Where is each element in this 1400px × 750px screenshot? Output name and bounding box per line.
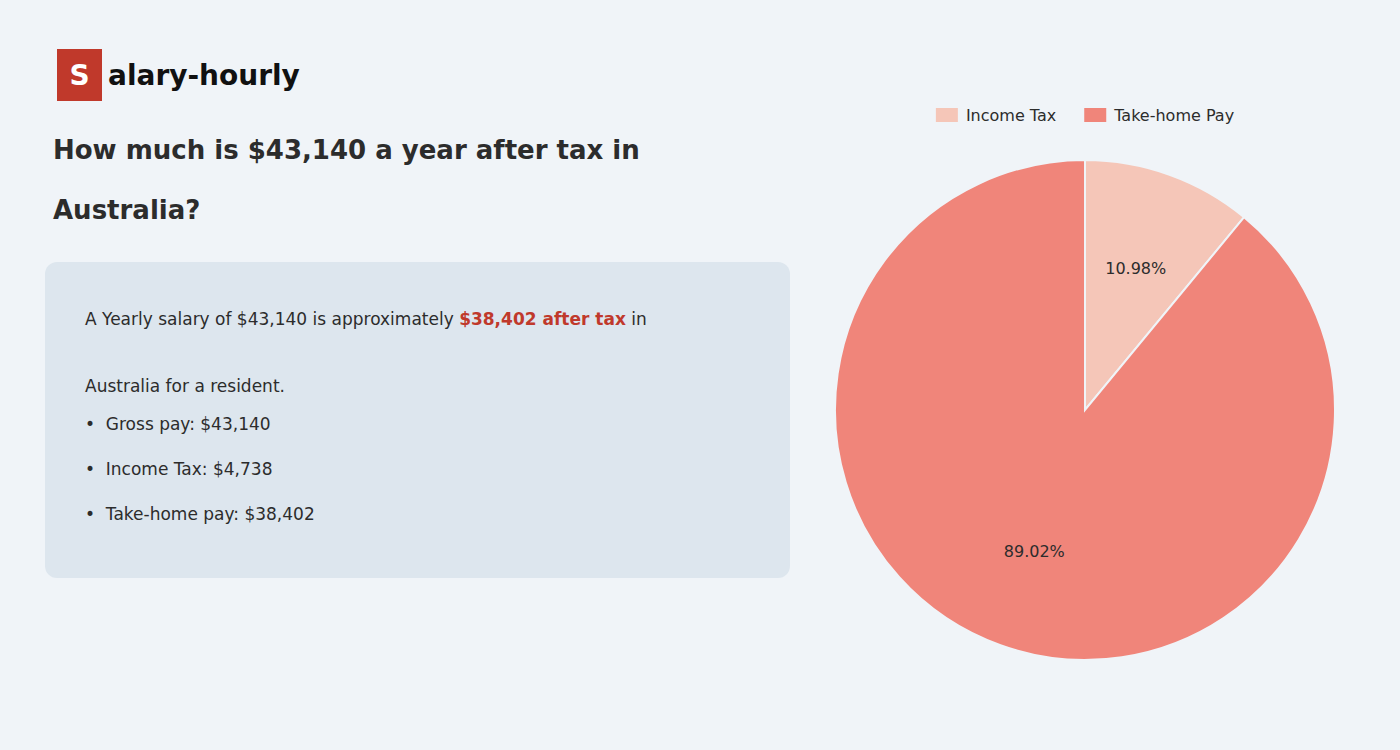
bullet-item: • Take-home pay: $38,402 bbox=[85, 504, 315, 524]
title: Australia? bbox=[53, 195, 200, 225]
legend-label: Take-home Pay bbox=[1113, 106, 1234, 125]
info-highlight: $38,402 after tax bbox=[459, 309, 626, 329]
logo-letter: S bbox=[69, 59, 89, 92]
legend-swatch bbox=[1084, 108, 1106, 122]
canvas: Salary-hourly How much is $43,140 a year … bbox=[0, 0, 1400, 750]
logo-box bbox=[57, 49, 102, 101]
legend-item: Take-home Pay bbox=[1084, 106, 1234, 125]
legend: Income Tax Take-home Pay bbox=[936, 106, 1234, 125]
data-labels: 10.98% 89.02% bbox=[1004, 259, 1166, 560]
info-box bbox=[45, 262, 790, 578]
info-text: Australia for a resident. bbox=[85, 376, 285, 396]
legend-swatch bbox=[936, 108, 958, 122]
pie-slice bbox=[835, 160, 1335, 660]
bullet-item: • Gross pay: $43,140 bbox=[85, 414, 271, 434]
legend-label: Income Tax bbox=[966, 106, 1056, 125]
background bbox=[0, 0, 1400, 750]
info-text: A Yearly salary of $43,140 is approximat… bbox=[85, 309, 459, 329]
pie bbox=[835, 160, 1335, 660]
bullet-item: • Income Tax: $4,738 bbox=[85, 459, 272, 479]
data-label: 10.98% bbox=[1105, 259, 1166, 278]
title: How much is $43,140 a year after tax in bbox=[53, 135, 640, 165]
data-label: 89.02% bbox=[1004, 542, 1065, 561]
logo-text: alary-hourly bbox=[108, 59, 300, 92]
info-line: A Yearly salary of $43,140 is approximat… bbox=[85, 309, 647, 329]
info-text: in bbox=[626, 309, 647, 329]
legend-item: Income Tax bbox=[936, 106, 1056, 125]
